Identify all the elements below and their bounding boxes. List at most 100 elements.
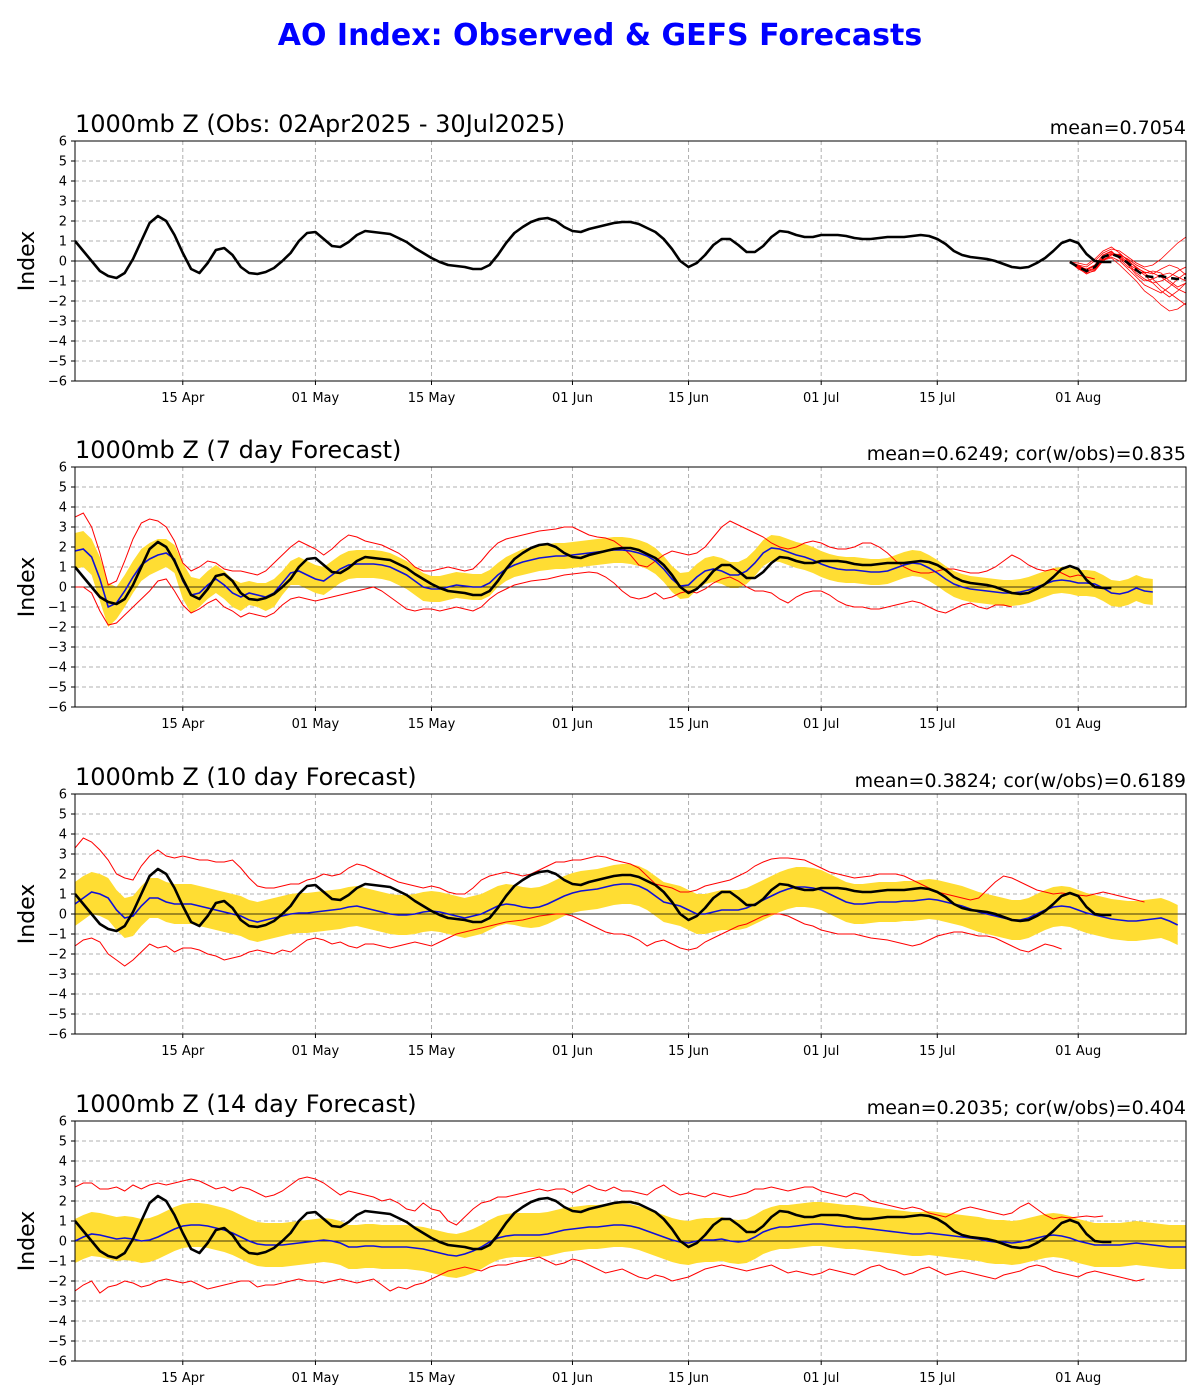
plot-area <box>75 837 1186 967</box>
y-tick-label: −4 <box>48 1315 67 1330</box>
y-tick-label: −5 <box>48 681 67 696</box>
x-tick-label: 01 May <box>292 717 340 732</box>
ensemble-mean-line <box>75 883 1179 926</box>
forecast-member-line <box>1069 253 1186 276</box>
x-tick-label: 15 May <box>408 391 456 406</box>
y-tick-label: −1 <box>48 1255 67 1270</box>
y-tick-label: 1 <box>59 235 67 250</box>
y-tick-label: −3 <box>48 641 67 656</box>
forecast-member-line <box>1069 254 1186 284</box>
y-tick-label: −3 <box>48 315 67 330</box>
x-tick-label: 01 May <box>292 391 340 406</box>
y-tick-label: 2 <box>59 541 67 556</box>
plot-frame <box>74 140 1187 382</box>
x-tick-label: 01 Jun <box>552 391 593 406</box>
y-tick-label: −1 <box>48 275 67 290</box>
y-tick-label: 0 <box>59 581 67 596</box>
y-tick-label: 1 <box>59 1215 67 1230</box>
y-tick-label: −4 <box>48 335 67 350</box>
x-tick-label: 01 Jul <box>803 1371 839 1386</box>
y-tick-label: 4 <box>59 175 67 190</box>
x-tick-label: 15 Jul <box>919 717 955 732</box>
y-tick-label: 0 <box>59 908 67 923</box>
y-axis-label: Index <box>15 231 40 292</box>
x-tick-label: 15 Apr <box>161 1371 205 1386</box>
observed-line <box>75 214 1112 280</box>
y-tick-label: 2 <box>59 1195 67 1210</box>
panel-title: 1000mb Z (7 day Forecast) <box>75 436 401 464</box>
x-tick-label: 15 May <box>408 1371 456 1386</box>
panel-stat: mean=0.6249; cor(w/obs)=0.835 <box>867 443 1186 465</box>
plot-area <box>75 214 1186 312</box>
x-tick-label: 01 Aug <box>1055 391 1101 406</box>
x-tick-label: 15 Apr <box>161 717 205 732</box>
y-tick-label: 0 <box>59 1235 67 1250</box>
x-tick-label: 01 May <box>292 1044 340 1059</box>
x-tick-label: 01 Aug <box>1055 1371 1101 1386</box>
forecast-member-line <box>1069 251 1186 298</box>
chart-panel-1: 1000mb Z (Obs: 02Apr2025 - 30Jul2025) mea… <box>15 110 1187 406</box>
observed-line <box>75 867 1112 933</box>
plot-area <box>75 512 1186 627</box>
y-tick-label: −4 <box>48 988 67 1003</box>
forecast-member-line <box>1069 256 1186 294</box>
y-tick-label: 4 <box>59 501 67 516</box>
y-axis-label: Index <box>15 557 40 618</box>
y-tick-label: −5 <box>48 1335 67 1350</box>
y-tick-label: 5 <box>59 1135 67 1150</box>
y-tick-label: −6 <box>48 701 67 716</box>
chart-panel-4: 1000mb Z (14 day Forecast) mean=0.2035; c… <box>15 1090 1187 1386</box>
forecast-member-line <box>1069 236 1186 268</box>
y-tick-label: −6 <box>48 1028 67 1043</box>
y-tick-label: −2 <box>48 621 67 636</box>
min-line <box>75 913 1062 967</box>
plot-frame <box>74 1120 1187 1362</box>
y-tick-label: −3 <box>48 1295 67 1310</box>
y-tick-label: 3 <box>59 1175 67 1190</box>
x-tick-label: 15 Jun <box>668 1044 709 1059</box>
y-tick-label: 4 <box>59 828 67 843</box>
x-tick-label: 15 Jul <box>919 391 955 406</box>
observed-line <box>75 1194 1112 1260</box>
y-tick-label: 5 <box>59 155 67 170</box>
page-title: AO Index: Observed & GEFS Forecasts <box>277 18 923 53</box>
panel-title: 1000mb Z (14 day Forecast) <box>75 1090 417 1118</box>
y-tick-label: 4 <box>59 1155 67 1170</box>
y-tick-label: 5 <box>59 481 67 496</box>
x-tick-label: 01 Jul <box>803 717 839 732</box>
x-tick-label: 15 Jun <box>668 717 709 732</box>
x-tick-label: 15 Jul <box>919 1044 955 1059</box>
min-line <box>75 1256 1145 1294</box>
y-tick-label: 6 <box>59 461 67 476</box>
max-line <box>75 1176 1104 1226</box>
y-tick-label: 1 <box>59 561 67 576</box>
max-line <box>75 837 1145 903</box>
observed-line <box>75 540 1112 606</box>
y-tick-label: −5 <box>48 1008 67 1023</box>
y-tick-label: 6 <box>59 135 67 150</box>
x-tick-label: 01 Jun <box>552 717 593 732</box>
spread-band <box>75 864 1178 945</box>
y-tick-label: 6 <box>59 788 67 803</box>
forecast-member-line <box>1069 252 1186 294</box>
y-tick-label: −4 <box>48 661 67 676</box>
y-tick-label: −6 <box>48 375 67 390</box>
min-line <box>75 571 1013 626</box>
forecast-mean-line <box>1069 252 1186 281</box>
plot-frame <box>74 793 1187 1035</box>
y-tick-label: 1 <box>59 888 67 903</box>
spread-band <box>75 531 1153 627</box>
chart-panel-2: 1000mb Z (7 day Forecast) mean=0.6249; co… <box>15 436 1187 732</box>
plot-area <box>75 1176 1186 1294</box>
forecast-member-line <box>1069 250 1186 288</box>
panel-stat: mean=0.7054 <box>1050 117 1186 139</box>
x-tick-label: 15 Jul <box>919 1371 955 1386</box>
y-tick-label: −3 <box>48 968 67 983</box>
y-tick-label: 0 <box>59 255 67 270</box>
chart-panel-3: 1000mb Z (10 day Forecast) mean=0.3824; c… <box>15 763 1187 1059</box>
x-tick-label: 15 Apr <box>161 1044 205 1059</box>
panel-stat: mean=0.3824; cor(w/obs)=0.6189 <box>855 770 1186 792</box>
y-tick-label: 2 <box>59 868 67 883</box>
x-tick-label: 01 May <box>292 1371 340 1386</box>
